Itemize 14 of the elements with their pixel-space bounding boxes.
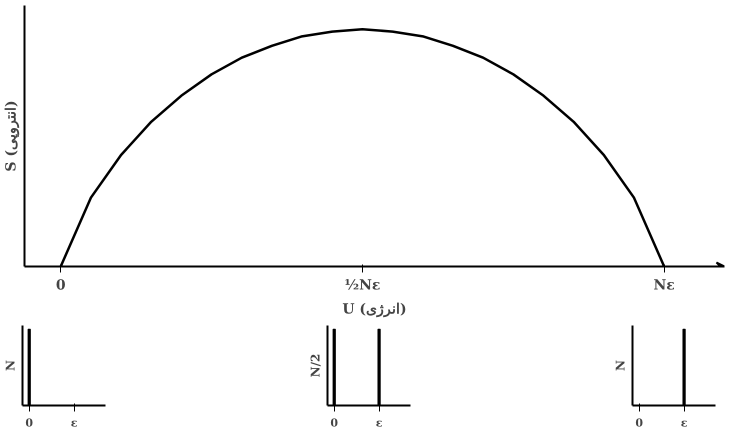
y-axis-title: N/2 bbox=[308, 354, 322, 378]
x-tick-label: ε bbox=[376, 416, 383, 430]
x-tick-label: ε bbox=[70, 416, 78, 430]
x-tick-label: ½Nε bbox=[344, 278, 380, 294]
x-tick-label: 0 bbox=[56, 278, 66, 294]
y-axis-title: N bbox=[4, 360, 18, 371]
x-tick-label: Nε bbox=[654, 278, 675, 294]
x-tick-label: 0 bbox=[635, 416, 644, 430]
x-tick-label: 0 bbox=[25, 416, 34, 430]
x-tick-label: ε bbox=[680, 416, 688, 430]
y-axis-title: N bbox=[614, 360, 628, 371]
x-tick-label: 0 bbox=[330, 416, 338, 430]
y-axis-title: S (انتروپی) bbox=[4, 100, 20, 172]
x-axis-title: U (انرژی) bbox=[342, 302, 407, 318]
